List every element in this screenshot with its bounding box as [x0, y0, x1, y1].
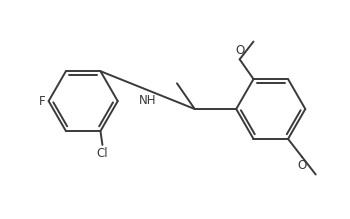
Text: F: F — [39, 95, 46, 108]
Text: O: O — [235, 44, 244, 57]
Text: NH: NH — [139, 94, 156, 107]
Text: O: O — [297, 159, 307, 172]
Text: Cl: Cl — [97, 147, 108, 160]
